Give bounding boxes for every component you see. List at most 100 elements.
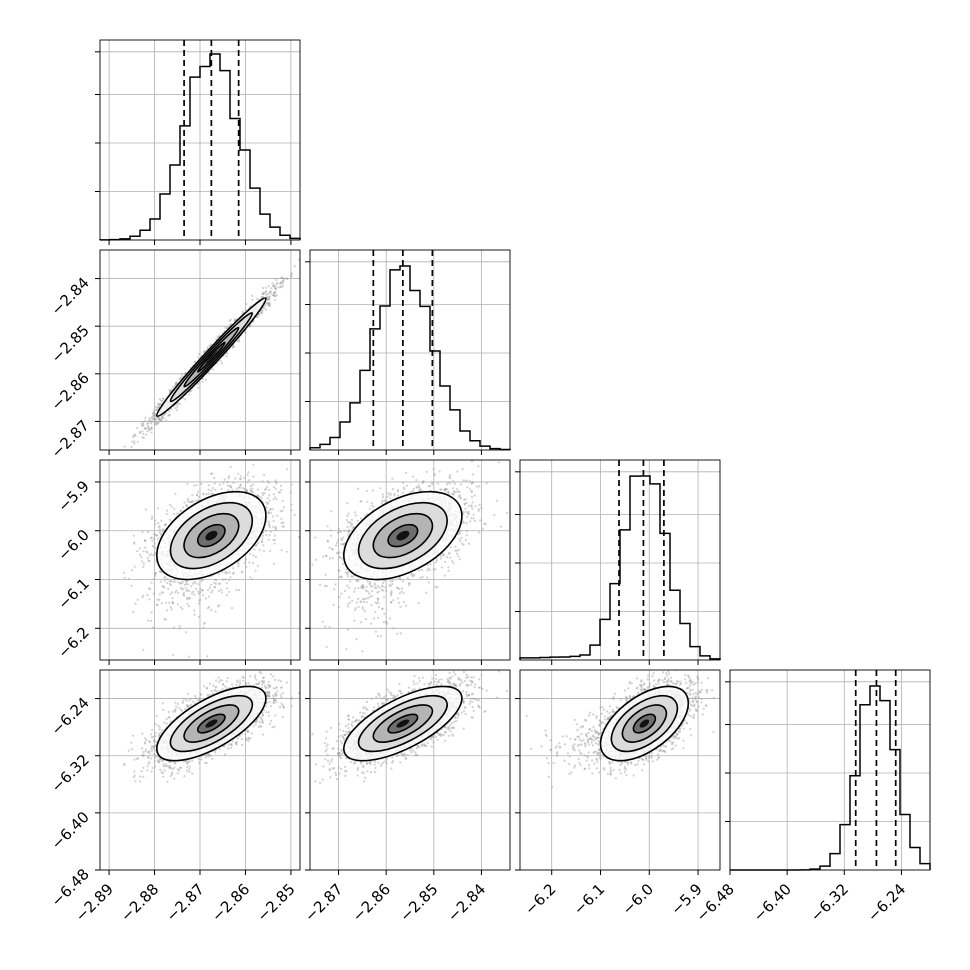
sample-point (201, 380, 204, 383)
contour-line (196, 341, 226, 373)
sample-point (131, 440, 134, 443)
sample-point (258, 313, 261, 316)
sample-point (275, 278, 278, 282)
sample-point (217, 573, 220, 576)
sample-point (169, 580, 172, 583)
sample-point (281, 284, 284, 287)
sample-point (274, 528, 277, 531)
sample-point (158, 525, 161, 528)
sample-point (152, 537, 155, 540)
sample-point (262, 291, 265, 294)
sample-point (239, 484, 242, 487)
sample-point (177, 581, 180, 584)
sample-point (147, 426, 150, 429)
sample-point (257, 541, 260, 544)
sample-point (218, 604, 221, 607)
sample-point (152, 577, 155, 581)
sample-point (156, 537, 159, 541)
sample-point (266, 301, 269, 304)
sample-point (250, 489, 253, 492)
sample-point (189, 390, 192, 393)
panel-frame (729, 669, 931, 871)
sample-point (272, 294, 275, 297)
sample-point (231, 346, 234, 349)
sample-point (144, 427, 147, 430)
sample-point (209, 472, 212, 475)
sample-point (256, 297, 259, 300)
sample-point (130, 446, 133, 449)
sample-point (269, 290, 272, 293)
scatter-panel (99, 459, 301, 661)
histogram-panel (519, 459, 721, 661)
sample-point (207, 484, 210, 487)
sample-point (122, 571, 126, 574)
sample-point (148, 428, 151, 432)
sample-point (151, 417, 154, 421)
sample-point (146, 422, 149, 425)
sample-point (298, 536, 300, 539)
sample-point (157, 404, 160, 407)
sample-point (267, 301, 270, 304)
sample-point (268, 524, 271, 527)
sample-point (249, 485, 252, 488)
sample-point (142, 648, 145, 652)
sample-point (251, 483, 254, 486)
sample-point (232, 345, 235, 348)
contour-line (183, 326, 240, 388)
sample-point (156, 406, 159, 409)
sample-point (211, 486, 214, 490)
sample-point (161, 528, 164, 531)
sample-point (154, 572, 157, 575)
sample-point (143, 539, 146, 542)
sample-point (136, 440, 139, 443)
sample-point (274, 285, 277, 288)
sample-point (141, 430, 144, 433)
sample-point (275, 293, 278, 297)
sample-point (154, 413, 157, 416)
sample-point (280, 276, 283, 279)
sample-point (232, 567, 235, 570)
sample-point (133, 565, 136, 568)
sample-point (252, 561, 255, 564)
sample-point (136, 427, 139, 430)
sample-point (149, 422, 153, 425)
sample-point (157, 422, 160, 425)
sample-point (184, 371, 187, 374)
sample-point (266, 485, 269, 488)
sample-point (149, 419, 152, 422)
sample-point (167, 587, 170, 591)
sample-point (150, 420, 153, 423)
sample-point (227, 477, 230, 480)
sample-point (234, 318, 237, 321)
sample-point (197, 386, 200, 389)
sample-point (255, 543, 258, 546)
sample-point (208, 344, 211, 347)
sample-point (151, 539, 154, 543)
sample-point (274, 479, 277, 482)
sample-point (278, 282, 282, 285)
sample-point (189, 501, 192, 504)
sample-point (198, 599, 201, 602)
sample-point (194, 581, 197, 585)
sample-point (252, 463, 255, 466)
sample-point (182, 593, 185, 596)
sample-point (196, 382, 200, 385)
contour-line (169, 312, 254, 403)
sample-point (274, 298, 277, 301)
sample-point (175, 382, 178, 385)
sample-point (194, 360, 197, 363)
sample-point (224, 572, 227, 575)
sample-point (157, 522, 160, 525)
sample-point (142, 421, 145, 424)
sample-point (210, 583, 213, 587)
sample-point (168, 390, 172, 393)
sample-point (156, 507, 159, 510)
sample-point (265, 302, 268, 305)
sample-point (136, 550, 139, 553)
sample-point (150, 581, 153, 584)
sample-point (219, 359, 222, 362)
sample-point (155, 423, 158, 426)
sample-point (152, 413, 155, 416)
sample-point (270, 287, 273, 290)
sample-point (281, 280, 284, 283)
